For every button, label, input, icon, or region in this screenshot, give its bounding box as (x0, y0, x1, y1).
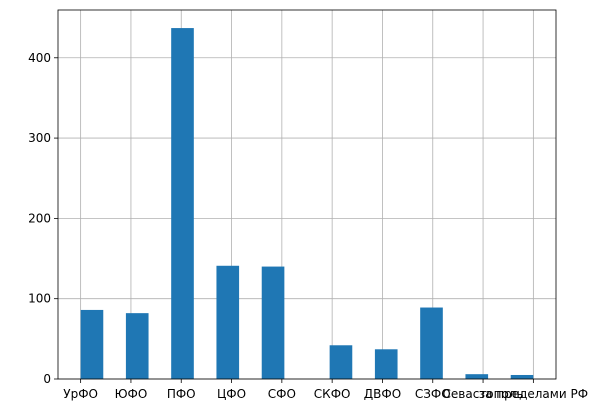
bar (80, 309, 104, 379)
x-tick-label: СЗФО (415, 387, 451, 401)
x-tick-label: ЮФО (115, 387, 148, 401)
x-tick-label: за пределами РФ (479, 387, 588, 401)
x-tick-label: ЦФО (217, 387, 246, 401)
bar (420, 307, 443, 379)
bar (465, 374, 489, 379)
x-tick-label: ПФО (167, 387, 196, 401)
x-tick-label: СКФО (314, 387, 351, 401)
bar (374, 349, 398, 379)
bar (329, 345, 353, 379)
bar (171, 28, 194, 380)
y-tick-label: 200 (28, 211, 51, 225)
bar (216, 265, 240, 379)
y-tick-label: 100 (28, 292, 51, 306)
y-tick-label: 0 (43, 372, 51, 386)
x-tick-label: УрФО (63, 387, 98, 401)
x-tick-label: Севастополь (443, 387, 524, 401)
plot-frame (57, 9, 557, 380)
bar (125, 313, 149, 379)
x-tick-label: ДВФО (364, 387, 401, 401)
x-tick-label: СФО (268, 387, 296, 401)
y-tick-label: 400 (28, 51, 51, 65)
y-tick-label: 300 (28, 131, 51, 145)
bar (261, 266, 285, 379)
bar (510, 374, 534, 379)
